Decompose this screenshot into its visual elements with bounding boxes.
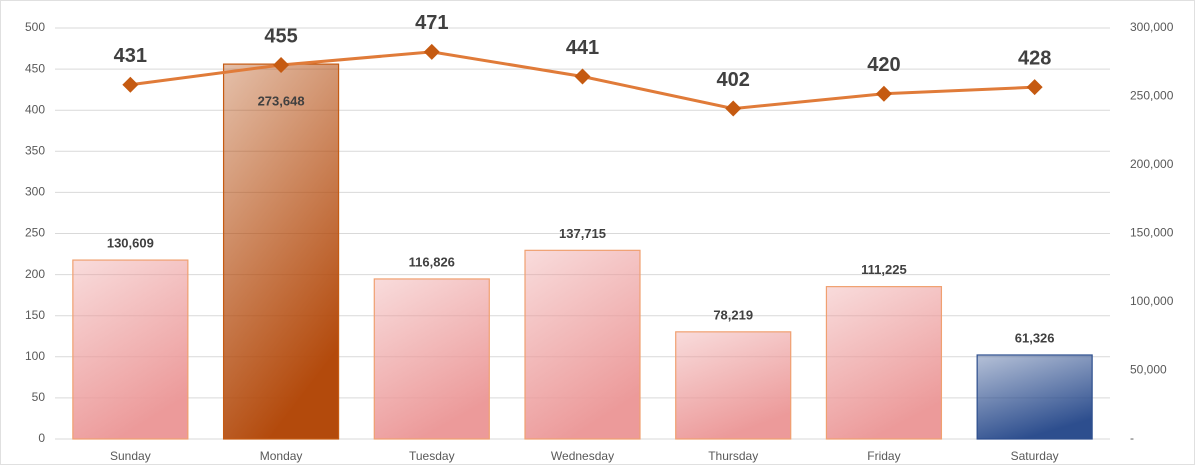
- line-marker: [1026, 79, 1043, 96]
- line-value-label: 428: [1018, 47, 1051, 69]
- x-tick-label: Saturday: [1011, 449, 1059, 463]
- bar-value-label: 111,225: [861, 262, 907, 277]
- bar: [222, 63, 340, 440]
- x-tick-label: Monday: [260, 449, 303, 463]
- y-tick-label: 150: [25, 308, 45, 322]
- line-value-label: 455: [264, 25, 297, 47]
- bar-value-label: 137,715: [559, 226, 606, 241]
- bar-value-label: 273,648: [258, 94, 305, 109]
- y-tick-label: 0: [38, 431, 45, 445]
- y-tick-label: 350: [25, 143, 45, 157]
- bar: [675, 331, 792, 440]
- bar-value-label: 61,326: [1015, 330, 1055, 345]
- bar: [825, 286, 943, 440]
- bar: [976, 354, 1093, 440]
- y-tick-label: 250: [25, 226, 45, 240]
- y2-tick-label: 250,000: [1130, 89, 1174, 103]
- line-value-label: 431: [114, 45, 147, 67]
- y2-tick-label: 50,000: [1130, 363, 1167, 377]
- x-tick-label: Wednesday: [551, 449, 614, 463]
- x-tick-label: Friday: [867, 449, 900, 463]
- y-tick-label: 50: [32, 390, 46, 404]
- y-tick-label: 450: [25, 61, 45, 75]
- line-value-label: 471: [415, 12, 448, 34]
- line-marker: [725, 100, 742, 117]
- bar: [373, 278, 490, 440]
- x-tick-label: Sunday: [110, 449, 151, 463]
- line-value-label: 402: [717, 69, 750, 91]
- bar-value-label: 116,826: [409, 254, 455, 269]
- line-marker: [574, 68, 591, 85]
- line-value-label: 420: [867, 54, 900, 76]
- line-marker: [273, 56, 290, 73]
- y2-tick-label: 200,000: [1130, 157, 1174, 171]
- line-marker: [875, 85, 892, 102]
- line-value-label: 441: [566, 37, 599, 59]
- bar-value-label: 78,219: [713, 307, 753, 322]
- x-tick-label: Thursday: [708, 449, 758, 463]
- line-marker: [122, 76, 139, 93]
- y-tick-label: 400: [25, 102, 45, 116]
- bar: [72, 259, 189, 440]
- y2-tick-label: 300,000: [1130, 20, 1174, 34]
- y-tick-label: 500: [25, 20, 45, 34]
- y2-tick-label: -: [1130, 431, 1134, 445]
- line-marker: [423, 43, 440, 60]
- x-tick-label: Tuesday: [409, 449, 455, 463]
- bar-value-label: 130,609: [107, 236, 154, 251]
- y2-tick-label: 150,000: [1130, 226, 1174, 240]
- y2-tick-label: 100,000: [1130, 294, 1174, 308]
- bar: [524, 249, 641, 440]
- y-tick-label: 100: [25, 349, 45, 363]
- y-tick-label: 300: [25, 185, 45, 199]
- y-tick-label: 200: [25, 267, 45, 281]
